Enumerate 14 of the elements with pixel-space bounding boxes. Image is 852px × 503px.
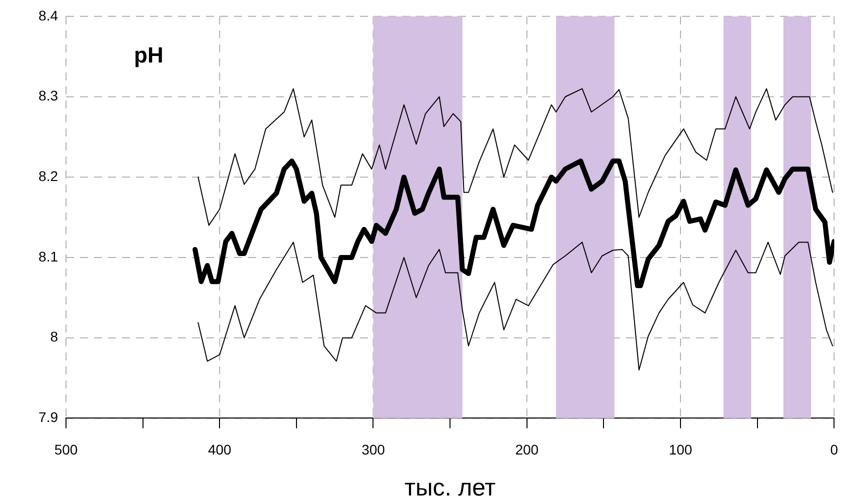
x-tick-label: 400: [208, 441, 232, 458]
y-tick-label: 8: [50, 328, 58, 345]
y-tick-label: 8.3: [38, 88, 58, 104]
y-tick-label: 8.4: [38, 7, 58, 24]
y-tick-label: 8.2: [38, 168, 58, 184]
x-tick-label: 300: [362, 441, 386, 458]
x-axis-title: тыс. лет: [404, 474, 496, 502]
y-tick-label: 7.9: [38, 409, 58, 426]
x-tick-label: 0: [830, 441, 838, 458]
x-tick-label: 500: [54, 441, 78, 458]
x-tick-label: 200: [515, 441, 539, 458]
y-tick-label: 8.1: [38, 248, 58, 264]
x-tick-label: 100: [668, 441, 692, 458]
annotation: pH: [134, 42, 164, 68]
